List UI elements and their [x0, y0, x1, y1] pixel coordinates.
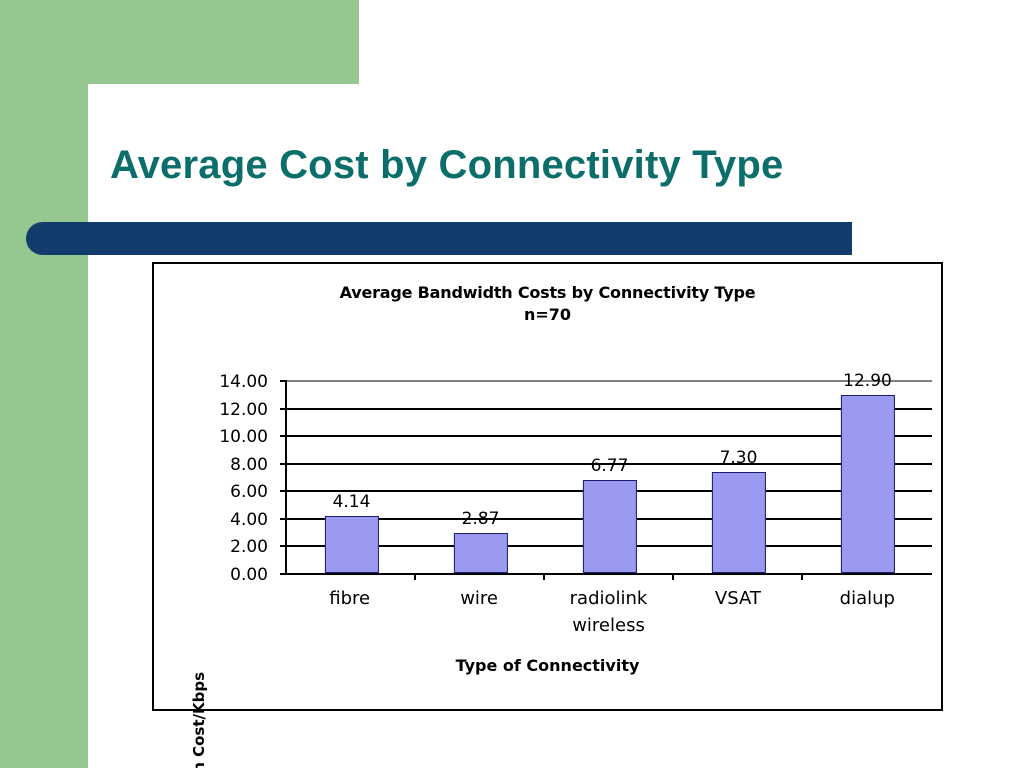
chart-title-block: Average Bandwidth Costs by Connectivity … [154, 282, 941, 325]
x-axis-tick-label-line: wire [460, 588, 499, 609]
gridline [287, 573, 932, 575]
y-axis-tick: 6.00 [230, 482, 287, 502]
bar-value-label: 7.30 [719, 448, 758, 469]
x-axis-tick-label-line: radiolink [569, 588, 648, 609]
x-axis-tick [543, 573, 545, 580]
y-axis-tick: 0.00 [230, 565, 287, 585]
y-axis-tick-label: 10.00 [219, 427, 268, 448]
x-axis-tick-label-line: fibre [329, 588, 371, 609]
x-axis-tick-label: VSAT [673, 585, 802, 639]
x-axis-tick [801, 573, 803, 580]
plot-area: 0.00 2.00 4.00 6.00 8.00 10.00 12.00 14.00 4.14… [219, 371, 932, 585]
bar-value-label: 4.14 [332, 491, 371, 512]
gridline [287, 435, 932, 438]
bar[interactable] [453, 533, 508, 573]
bar-slot: 6.77 [545, 380, 674, 580]
x-axis-tick-labels: fibre wire radiolink wireless VSAT dialup [285, 585, 932, 639]
x-axis-tick-label-line: wireless [572, 615, 645, 636]
gridline [287, 407, 932, 410]
x-axis-title: Type of Connectivity [455, 656, 640, 675]
green-top-panel [0, 0, 359, 84]
y-axis-tick-label: 0.00 [230, 565, 268, 585]
x-axis-tick-label-line: VSAT [714, 588, 761, 609]
x-axis-tick-label: dialup [803, 585, 932, 639]
gridline-top [287, 380, 932, 382]
chart-container: Average Bandwidth Costs by Connectivity … [152, 262, 943, 768]
x-axis-tick-label: radiolink wireless [544, 585, 673, 639]
y-axis-tick: 4.00 [230, 510, 287, 530]
bar-value-label: 2.87 [461, 509, 500, 530]
chart-subtitle: n=70 [523, 304, 572, 324]
navy-accent-bar [26, 222, 852, 255]
x-axis-tick [672, 573, 674, 580]
x-axis-tick [414, 573, 416, 580]
y-axis-tick-label: 14.00 [219, 372, 268, 392]
y-axis-tick: 10.00 [219, 427, 287, 447]
bar-slot: 2.87 [416, 380, 545, 580]
plot-axes: 0.00 2.00 4.00 6.00 8.00 10.00 12.00 14.00 4.14… [219, 371, 932, 585]
bar-value-label: 12.90 [843, 371, 892, 392]
bar-slot: 7.30 [674, 380, 803, 580]
x-axis-tick-label: wire [414, 585, 543, 639]
y-axis-tick: 2.00 [230, 537, 287, 557]
bar-series: 4.14 2.87 6.77 7.30 12.90 [287, 371, 932, 580]
y-axis-tick: 12.00 [219, 400, 287, 420]
page-title: Average Cost by Connectivity Type [110, 143, 784, 187]
bar[interactable] [840, 395, 895, 573]
gridline [287, 462, 932, 465]
bar[interactable] [324, 515, 379, 573]
bar-slot: 12.90 [803, 371, 932, 573]
bar-slot: 4.14 [287, 380, 416, 580]
y-axis-tick: 8.00 [230, 455, 287, 475]
y-axis-tick: 14.00 [219, 372, 287, 392]
y-axis-tick-label: 4.00 [230, 509, 268, 530]
green-left-panel [0, 0, 88, 768]
y-axis-tick-label: 6.00 [230, 482, 268, 503]
chart-title: Average Bandwidth Costs by Connectivity … [339, 283, 756, 302]
y-axis-tick-label: 8.00 [230, 454, 268, 475]
x-axis-tick-label-line: dialup [839, 588, 895, 609]
bar[interactable] [711, 472, 766, 573]
bar[interactable] [582, 479, 637, 573]
x-axis-tick-label: fibre [285, 585, 414, 639]
bar-value-label: 6.77 [590, 455, 629, 476]
y-axis-tick-label: 12.00 [219, 399, 268, 420]
y-axis-tick-label: 2.00 [230, 537, 268, 558]
